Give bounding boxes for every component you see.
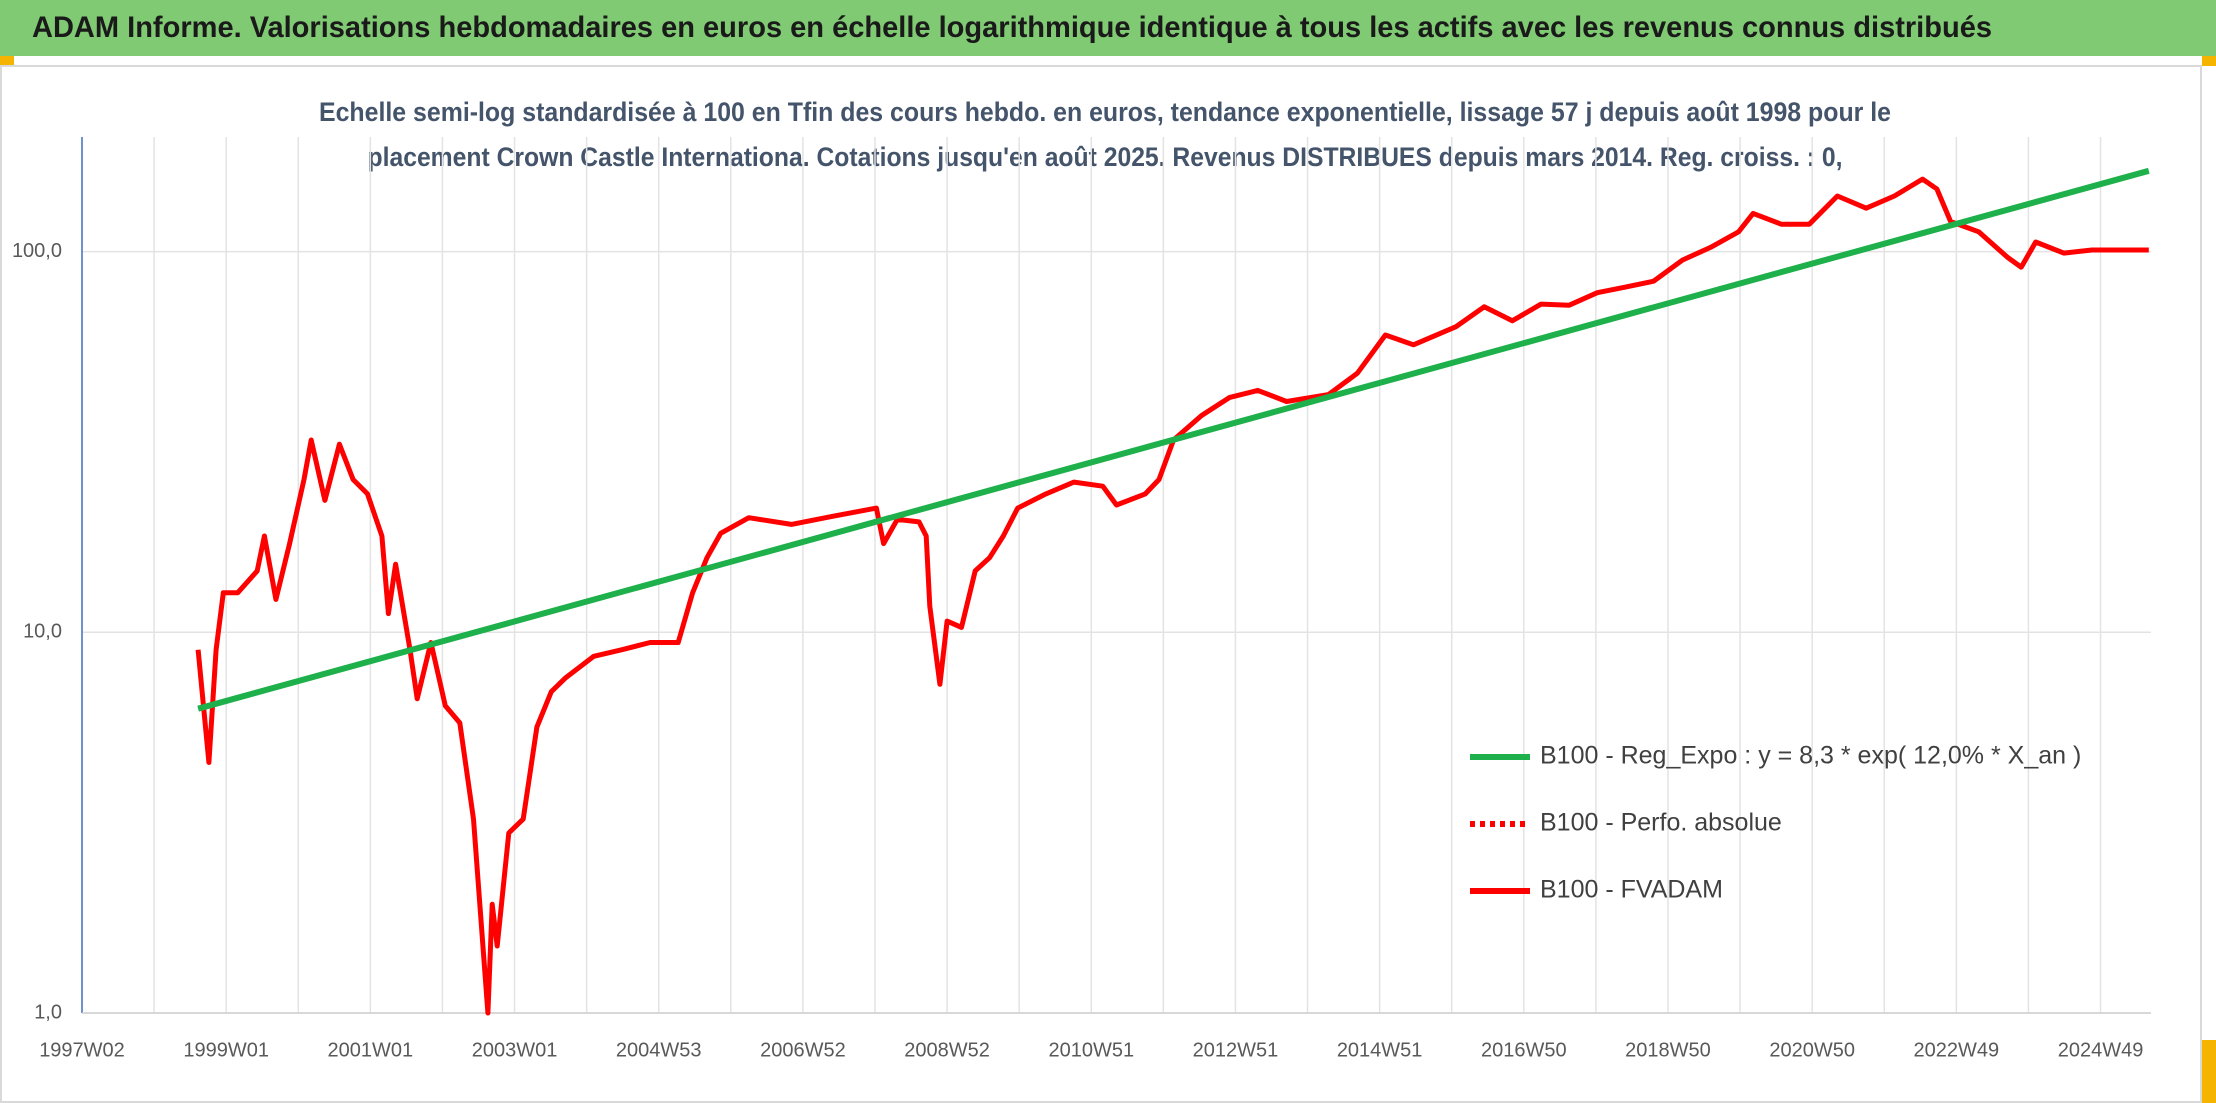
title-bar bbox=[0, 0, 2216, 56]
y-tick-label: 1,0 bbox=[34, 1001, 62, 1023]
chart-subtitle: Echelle semi-log standardisée à 100 en T… bbox=[319, 97, 1891, 127]
plot-area: 1,0 10,0 100,0 1997W02 1999W01 2001W01 2003W01… bbox=[12, 137, 2151, 1061]
y-tick-label: 100,0 bbox=[12, 240, 62, 262]
x-tick-label: 2014W51 bbox=[1337, 1039, 1423, 1061]
x-tick-label: 2010W51 bbox=[1048, 1039, 1134, 1061]
x-tick-label: 2018W50 bbox=[1625, 1039, 1711, 1061]
legend-label: B100 - FVADAM bbox=[1540, 876, 1723, 904]
legend-label: B100 - Reg_Expo : y = 8,3 * exp( 12,0% *… bbox=[1540, 742, 2081, 770]
chart-subtitle: placement Crown Castle Internationa. Cot… bbox=[368, 142, 1843, 172]
y-tick-label: 10,0 bbox=[23, 621, 62, 643]
page-title: ADAM Informe. Valorisations hebdomadaire… bbox=[32, 11, 1992, 44]
series-line bbox=[197, 167, 2150, 712]
x-tick-label: 2012W51 bbox=[1193, 1039, 1279, 1061]
x-tick-label: 2020W50 bbox=[1769, 1039, 1855, 1061]
x-tick-label: 1999W01 bbox=[183, 1039, 269, 1061]
x-tick-label: 1997W02 bbox=[39, 1039, 125, 1061]
chart-frame bbox=[0, 65, 2202, 1103]
corner-mark bbox=[0, 56, 14, 66]
x-tick-label: 2006W52 bbox=[760, 1039, 846, 1061]
x-tick-label: 2016W50 bbox=[1481, 1039, 1567, 1061]
x-tick-label: 2004W53 bbox=[616, 1039, 702, 1061]
x-tick-label: 2022W49 bbox=[1914, 1039, 2000, 1061]
x-tick-label: 2008W52 bbox=[904, 1039, 990, 1061]
x-tick-label: 2003W01 bbox=[472, 1039, 558, 1061]
corner-mark bbox=[2202, 1040, 2216, 1103]
legend-label: B100 - Perfo. absolue bbox=[1540, 809, 1782, 837]
x-tick-label: 2001W01 bbox=[328, 1039, 414, 1061]
series-line bbox=[195, 176, 2149, 1016]
x-tick-label: 2024W49 bbox=[2058, 1039, 2144, 1061]
corner-mark bbox=[2202, 56, 2216, 66]
